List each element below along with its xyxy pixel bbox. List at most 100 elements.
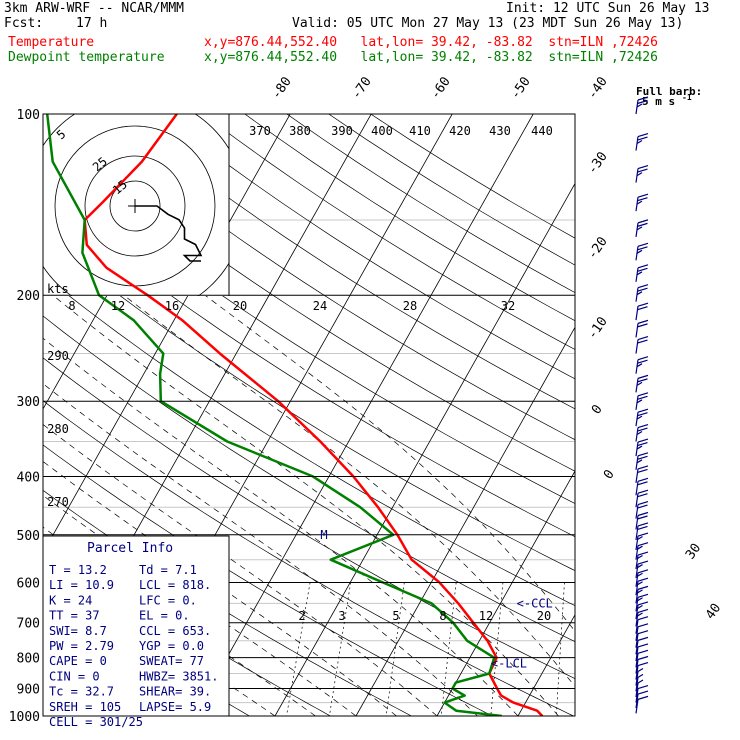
dry-adiabat (43, 274, 575, 607)
wind-barb-staff (635, 468, 639, 483)
hodo-speed-label: 24 (313, 299, 327, 313)
wind-barb-staff (635, 589, 639, 604)
wind-barb-flag (636, 415, 643, 420)
wind-barb-flag (637, 593, 649, 598)
theta-label: 280 (47, 422, 69, 436)
profile-annotation: <-LCL (491, 656, 527, 670)
wind-barb-flag (637, 427, 648, 432)
wind-barb (635, 601, 649, 620)
parcel-info-right: CCL = 653. (139, 624, 211, 638)
plot-frame (42, 113, 576, 717)
wind-barb-flag (637, 489, 649, 494)
wind-barb-flag (637, 636, 649, 641)
hodograph-trace (135, 205, 203, 262)
theta-label: 400 (371, 124, 393, 138)
wind-barb (635, 585, 649, 604)
isotherm-label: -30 (585, 149, 611, 177)
parcel-info-right: EL = 0. (139, 609, 190, 623)
wind-barb-flag (637, 168, 648, 173)
wind-barb (635, 679, 644, 698)
parcel-info-right: YGP = 0.0 (139, 639, 204, 653)
wind-barb-flag (637, 597, 643, 602)
pressure-label: 300 (17, 395, 40, 410)
wind-barb-flag (637, 515, 648, 520)
isotherm-line (193, 114, 534, 716)
dry-adiabat (160, 114, 575, 380)
isotherm-label: 0 (589, 402, 606, 417)
wind-barb-flag (637, 522, 649, 527)
wind-barb (635, 408, 649, 427)
mixing-ratio-label: 8 (439, 609, 446, 623)
wind-barb-staff (635, 481, 639, 496)
wind-barb (635, 560, 649, 579)
wind-barb-staff (635, 504, 639, 519)
wind-barb-flag (637, 246, 648, 251)
wind-barb-flag (636, 459, 643, 464)
dry-adiabat (202, 114, 575, 350)
wind-barb-flag (637, 339, 648, 344)
wind-barb-staff (635, 659, 639, 674)
wind-barb-staff (635, 619, 639, 634)
parcel-info-title: Parcel Info (87, 541, 173, 556)
mixing-ratio-line (329, 582, 352, 716)
hodo-speed-label: 12 (111, 299, 125, 313)
isotherm-label: -80 (269, 74, 295, 102)
hodograph-panel (43, 114, 229, 296)
wind-barb-flag (636, 271, 643, 276)
wind-barb-flag (637, 242, 649, 247)
wind-barb (635, 452, 649, 470)
wind-barb-flag (636, 399, 643, 404)
wind-barb (635, 132, 649, 151)
parcel-info-left: CELL = 301/25 (49, 715, 143, 729)
wind-barb-flag (637, 623, 649, 628)
moist-adiabat (204, 294, 575, 632)
wind-barb (635, 193, 649, 212)
wind-barb-flag (637, 604, 643, 610)
hodograph-ring (109, 180, 161, 232)
wind-barb (635, 690, 649, 709)
wind-barb (635, 695, 649, 714)
wind-barb-staff (635, 626, 639, 641)
wind-barb-flag (637, 193, 649, 198)
temperature-point-info: x,y=876.44,552.40 lat,lon= 39.42, -83.82… (204, 35, 658, 50)
wind-barb-flag (637, 264, 649, 269)
wind-barb-staff (635, 525, 639, 541)
wind-barb-staff (635, 646, 639, 661)
wind-barb (635, 501, 649, 519)
full-barb-label: Full barb: (636, 85, 702, 98)
wind-barb-flag (637, 359, 648, 364)
wind-barb-staff (635, 653, 639, 668)
parcel-info-left: LI = 10.9 (49, 578, 114, 592)
wind-barb-flag (637, 525, 648, 531)
wind-barb-flag (637, 481, 648, 486)
mixing-ratio-label: 12 (479, 609, 493, 623)
wind-barb-flag (637, 356, 649, 361)
isotherm-label: 30 (683, 541, 704, 562)
wind-barb-flag (637, 535, 643, 541)
init-time: Init: 12 UTC Sun 26 May 13 (506, 1, 710, 16)
mixing-ratio-line (440, 582, 457, 716)
dry-adiabat (43, 357, 575, 679)
wind-barb-flag (637, 655, 649, 661)
moist-adiabat (43, 424, 438, 716)
parcel-info-right: SHEAR= 39. (139, 685, 211, 699)
wind-barb (635, 643, 649, 661)
wind-barb (635, 616, 649, 634)
hodo-units-label: kts (47, 282, 69, 296)
hodo-speed-label: 8 (68, 299, 75, 313)
wind-barb-flag (637, 685, 649, 690)
wind-barb (635, 392, 649, 410)
wind-barb-flag (637, 441, 648, 447)
theta-label: 440 (531, 124, 553, 138)
wind-barb-flag (637, 378, 648, 383)
wind-barb (635, 542, 649, 560)
wind-barb (635, 623, 649, 641)
wind-barb-staff (635, 682, 639, 698)
mixing-ratio-label: 20 (537, 609, 551, 623)
parcel-info-right: LFC = 0. (139, 593, 197, 607)
wind-barb-flag (636, 363, 643, 368)
wind-barb (635, 668, 644, 686)
mixing-ratio-label: 2 (298, 609, 305, 623)
wind-barb-flag (637, 284, 649, 289)
